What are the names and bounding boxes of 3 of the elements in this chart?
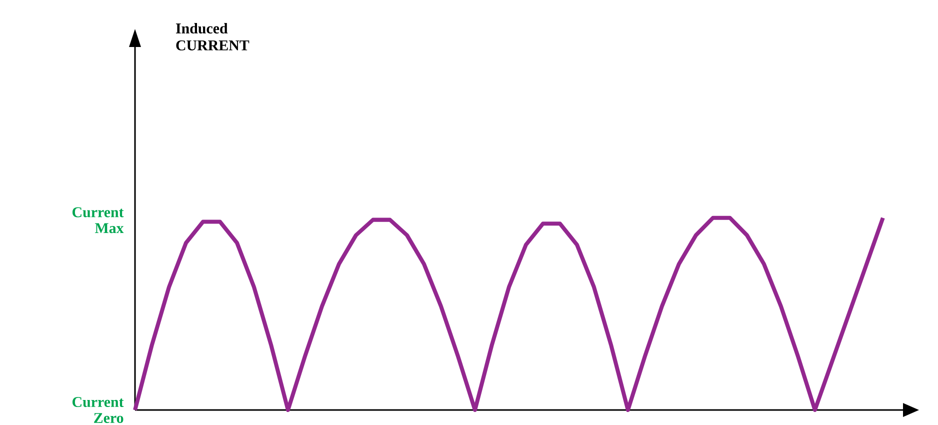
text: Current Max <box>72 207 124 234</box>
text: Induced CURRENT <box>176 22 250 50</box>
text: Current Zero <box>72 397 124 423</box>
